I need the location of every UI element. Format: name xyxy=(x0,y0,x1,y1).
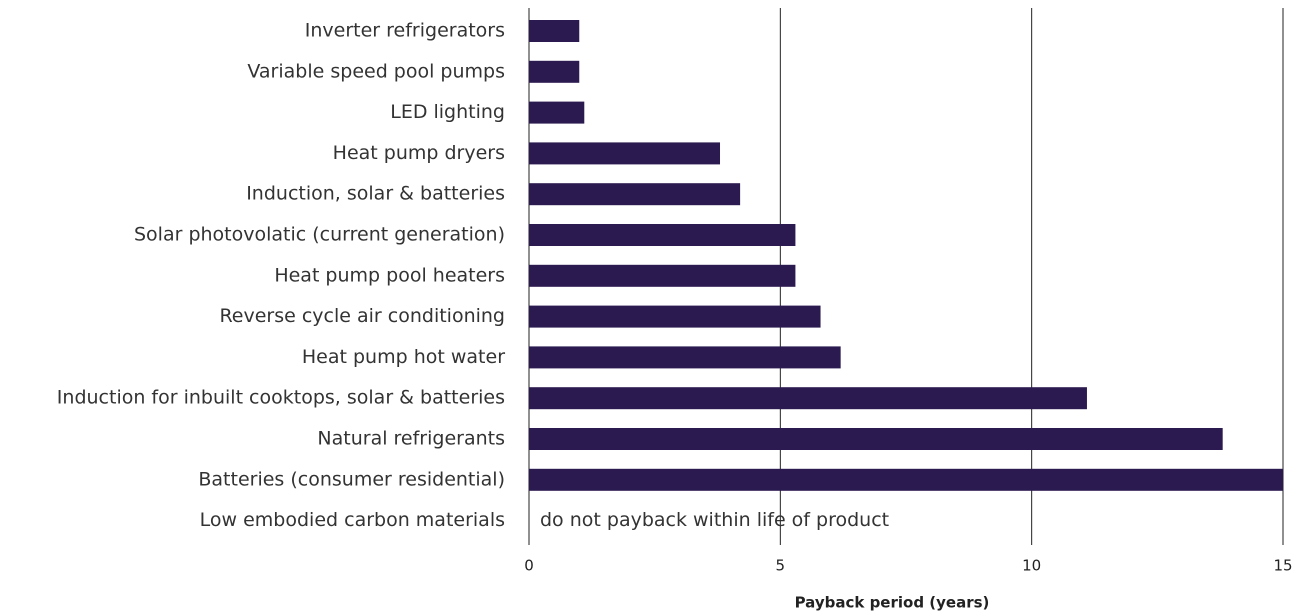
y-tick-label: Heat pump dryers xyxy=(333,142,505,164)
y-tick-label: LED lighting xyxy=(390,101,505,123)
bar xyxy=(529,387,1087,410)
bar xyxy=(529,101,585,124)
x-axis-title: Payback period (years) xyxy=(795,594,990,612)
bar xyxy=(529,224,796,246)
x-tick-label: 10 xyxy=(1022,557,1041,575)
bar xyxy=(529,20,580,42)
bar xyxy=(529,428,1223,450)
y-tick-label: Heat pump hot water xyxy=(302,346,505,368)
y-tick-label: Variable speed pool pumps xyxy=(247,60,505,82)
bar xyxy=(529,142,721,165)
bar xyxy=(529,305,821,328)
y-tick-label: Solar photovolatic (current generation) xyxy=(134,224,505,246)
bar xyxy=(529,60,580,83)
y-tick-label: Natural refrigerants xyxy=(317,428,505,450)
y-tick-label: Heat pump pool heaters xyxy=(274,264,505,286)
bar xyxy=(529,468,1283,491)
x-tick-label: 15 xyxy=(1273,557,1292,575)
bar xyxy=(529,183,741,206)
y-tick-label: Low embodied carbon materials xyxy=(200,509,505,531)
x-tick-label: 5 xyxy=(776,557,786,575)
y-tick-label: Induction, solar & batteries xyxy=(246,183,505,205)
bar xyxy=(529,346,841,369)
y-tick-label: Induction for inbuilt cooktops, solar & … xyxy=(57,387,505,409)
x-tick-label: 0 xyxy=(524,557,534,575)
annotation: do not payback within life of product xyxy=(540,509,889,531)
bar xyxy=(529,264,796,287)
y-tick-label: Batteries (consumer residential) xyxy=(198,468,505,490)
y-tick-label: Reverse cycle air conditioning xyxy=(219,305,505,327)
y-tick-label: Inverter refrigerators xyxy=(305,20,505,42)
